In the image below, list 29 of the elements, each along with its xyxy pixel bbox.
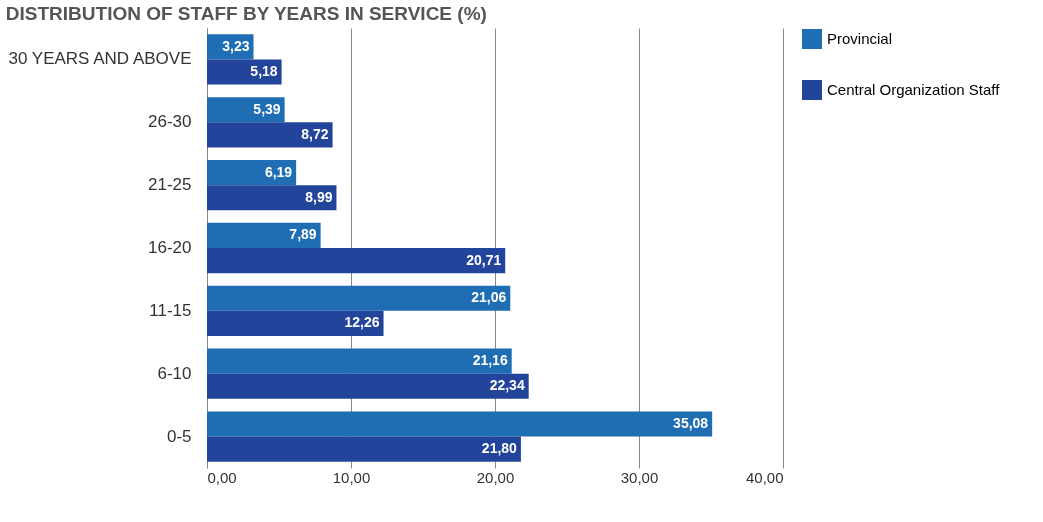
legend-label: Provincial bbox=[827, 30, 893, 47]
y-tick-label: 26-30 bbox=[148, 112, 192, 132]
y-tick-label: 30 YEARS AND ABOVE bbox=[8, 49, 192, 69]
x-tick-label: 0,00 bbox=[207, 468, 237, 486]
data-label: 35,08 bbox=[673, 415, 709, 431]
x-tick-label: 30,00 bbox=[620, 468, 659, 486]
data-label: 5,39 bbox=[253, 100, 281, 117]
data-label: 21,80 bbox=[481, 440, 518, 457]
data-label: 21,16 bbox=[472, 352, 508, 369]
x-tick-label: 10,00 bbox=[332, 468, 371, 486]
x-tick-label: 40,00 bbox=[745, 468, 784, 486]
data-label: 21,06 bbox=[471, 289, 507, 306]
data-label: 22,34 bbox=[489, 377, 525, 394]
data-label: 6,19 bbox=[264, 163, 293, 180]
data-label: 3,23 bbox=[222, 37, 250, 54]
legend-label: Central Organization Staff bbox=[827, 81, 1001, 98]
x-tick-label: 20,00 bbox=[476, 468, 515, 486]
y-tick-label: 0-5 bbox=[166, 426, 192, 446]
y-tick-label: 21-25 bbox=[148, 175, 192, 195]
chart-title: DISTRIBUTION OF STAFF BY YEARS IN SERVICE (%) bbox=[5, 3, 487, 24]
data-label: 8,72 bbox=[301, 125, 329, 142]
y-tick-label: 6-10 bbox=[157, 363, 192, 383]
y-tick-label: 11-15 bbox=[149, 300, 192, 320]
y-tick-label: 16-20 bbox=[148, 238, 192, 257]
data-label: 20,71 bbox=[466, 251, 502, 268]
data-label: 8,99 bbox=[305, 188, 333, 205]
data-label: 7,89 bbox=[289, 226, 317, 243]
data-label: 5,18 bbox=[250, 63, 278, 79]
data-label: 12,26 bbox=[344, 314, 380, 331]
